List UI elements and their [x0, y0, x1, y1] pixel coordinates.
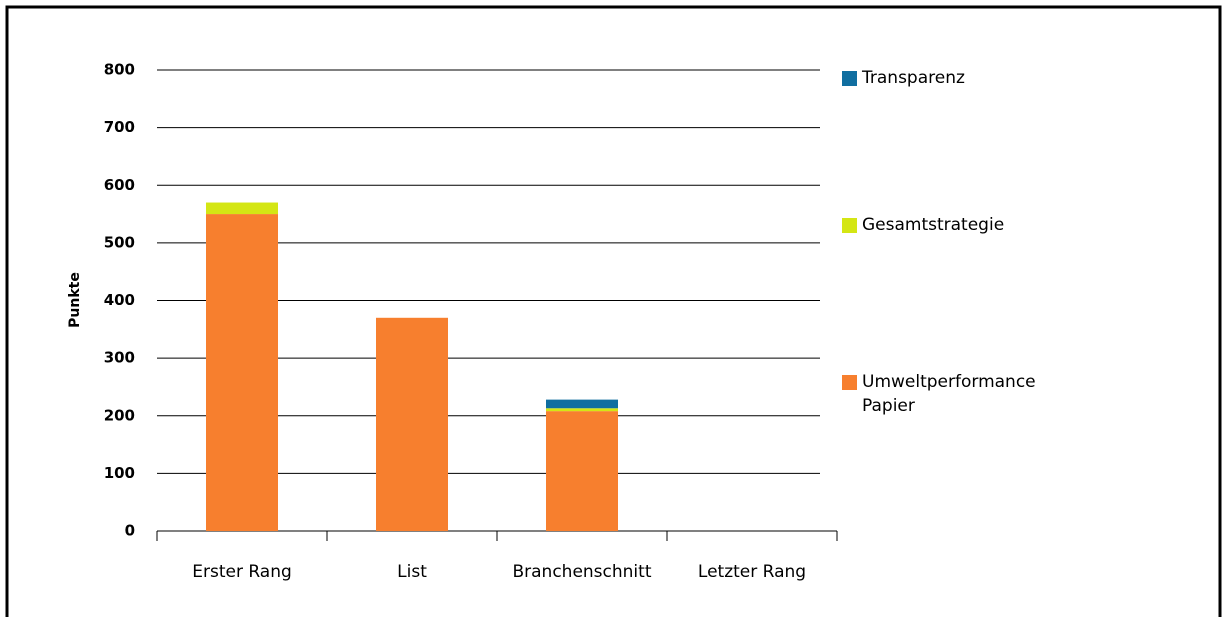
legend-swatch	[842, 218, 857, 233]
legend-label: Gesamtstrategie	[862, 215, 1005, 235]
frame	[5, 5, 1222, 617]
y-tick-label: 800	[104, 61, 135, 79]
legend-item: Gesamtstrategie	[842, 213, 1072, 237]
y-axis-label: Punkte	[67, 272, 83, 328]
x-tick-label: Erster Rang	[192, 562, 292, 582]
legend-item: Umweltperformance Papier	[842, 370, 1072, 418]
y-tick-label: 400	[104, 291, 135, 309]
bar-segment	[546, 408, 618, 412]
bar-segment	[546, 399, 618, 409]
bar-segment	[206, 202, 278, 215]
legend-label: Transparenz	[862, 68, 965, 88]
y-tick-label: 500	[104, 233, 135, 251]
y-tick-label: 700	[104, 118, 135, 136]
legend-swatch	[842, 375, 857, 390]
y-tick-label: 200	[104, 406, 135, 424]
legend-swatch	[842, 71, 857, 86]
y-tick-label: 0	[125, 522, 135, 540]
bar-segment	[376, 317, 448, 531]
bar-segment	[546, 411, 618, 531]
legend-label: Umweltperformance Papier	[862, 372, 1036, 416]
x-tick-label: List	[397, 562, 427, 582]
x-tick-label: Letzter Rang	[698, 562, 806, 582]
y-tick-label: 300	[104, 349, 135, 367]
y-tick-label: 100	[104, 464, 135, 482]
y-tick-label: 600	[104, 176, 135, 194]
x-tick-label: Branchenschnitt	[512, 562, 651, 582]
bar-segment	[206, 214, 278, 531]
legend-item: Transparenz	[842, 66, 1072, 90]
